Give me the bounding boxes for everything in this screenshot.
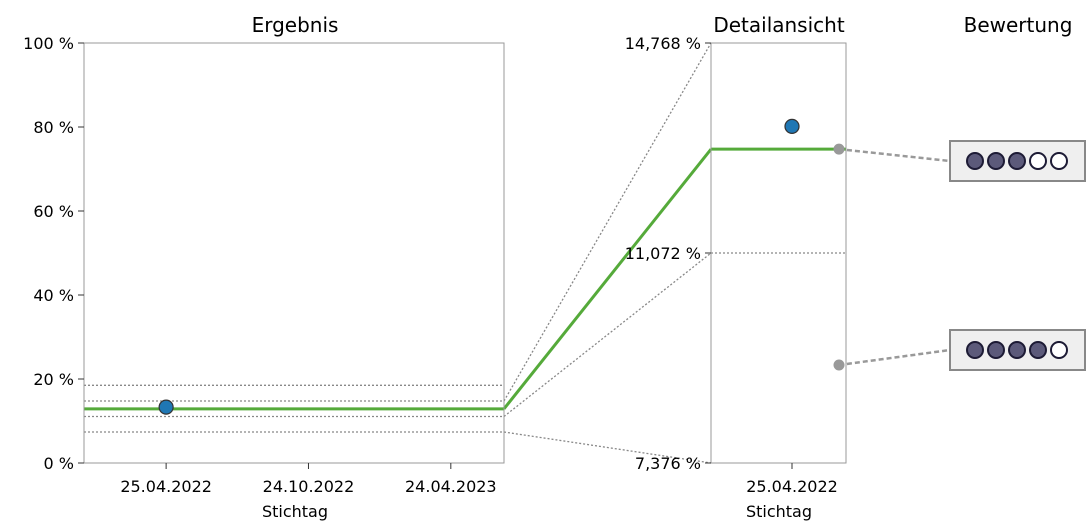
main-y-tick-label-2: 40 % [33, 286, 74, 305]
detail-panel: Detailansicht 7,376 % 11,072 % 14,768 % 25… [625, 13, 847, 521]
detail-y-ticks: 7,376 % 11,072 % 14,768 % [625, 34, 711, 473]
detail-x-ticks: 25.04.2022 [746, 463, 838, 496]
main-y-ticks: 0 % 20 % 40 % 60 % 80 % 100 % [23, 34, 84, 473]
rating-dot-filled-0-1 [987, 152, 1005, 170]
rating-marker-1 [833, 359, 845, 371]
main-y-tick-label-1: 20 % [33, 370, 74, 389]
detail-y-tick-label-2: 14,768 % [625, 34, 701, 53]
rating-dot-filled-1-3 [1029, 341, 1047, 359]
rating-dot-filled-0-2 [1008, 152, 1026, 170]
main-title: Ergebnis [252, 13, 339, 37]
detail-x-label: Stichtag [746, 502, 812, 521]
rating-dot-empty-0-3 [1029, 152, 1047, 170]
rating-dot-empty-1-4 [1050, 341, 1068, 359]
main-data-point-0 [158, 399, 174, 415]
rating-connector-1 [838, 348, 951, 367]
detail-data-point-0 [784, 118, 800, 135]
rating-dot-filled-0-0 [966, 152, 984, 170]
main-y-tick-label-4: 80 % [33, 118, 74, 137]
main-y-tick-label-0: 0 % [44, 454, 74, 473]
main-x-ticks: 25.04.2022 24.10.2022 24.04.2023 [120, 463, 497, 496]
rating-connector-0 [838, 147, 951, 163]
rating-item-0 [833, 140, 1086, 182]
main-panel: Ergebnis 0 % 20 % 40 % 60 % 80 % 100 % 25.04.… [23, 13, 505, 521]
detail-y-tick-label-1: 11,072 % [625, 244, 701, 263]
connector-line-2 [503, 42, 712, 402]
rating-items [833, 140, 1086, 371]
main-axes-frame [83, 42, 505, 464]
main-x-tick-label-0: 25.04.2022 [120, 477, 212, 496]
rating-dot-filled-1-1 [987, 341, 1005, 359]
main-y-tick-label-5: 100 % [23, 34, 74, 53]
main-x-tick-label-2: 24.04.2023 [405, 477, 497, 496]
detail-points [784, 118, 800, 135]
rating-item-1 [833, 329, 1086, 371]
rating-panel: Bewertung [833, 13, 1086, 371]
main-y-tick-label-3: 60 % [33, 202, 74, 221]
detail-x-tick-label-0: 25.04.2022 [746, 477, 838, 496]
connector-line-0 [503, 431, 712, 464]
rating-marker-0 [833, 143, 845, 155]
main-x-label: Stichtag [262, 502, 328, 521]
detail-y-tick-label-0: 7,376 % [635, 454, 701, 473]
rating-dot-filled-1-2 [1008, 341, 1026, 359]
rating-dot-empty-0-4 [1050, 152, 1068, 170]
connector-series-line [502, 148, 713, 410]
zoom-connectors [502, 42, 713, 464]
main-x-tick-label-1: 24.10.2022 [263, 477, 355, 496]
rating-dot-filled-1-0 [966, 341, 984, 359]
rating-title: Bewertung [964, 13, 1073, 37]
main-reference-lines [84, 384, 504, 433]
detail-title: Detailansicht [713, 13, 844, 37]
main-points [158, 399, 174, 415]
